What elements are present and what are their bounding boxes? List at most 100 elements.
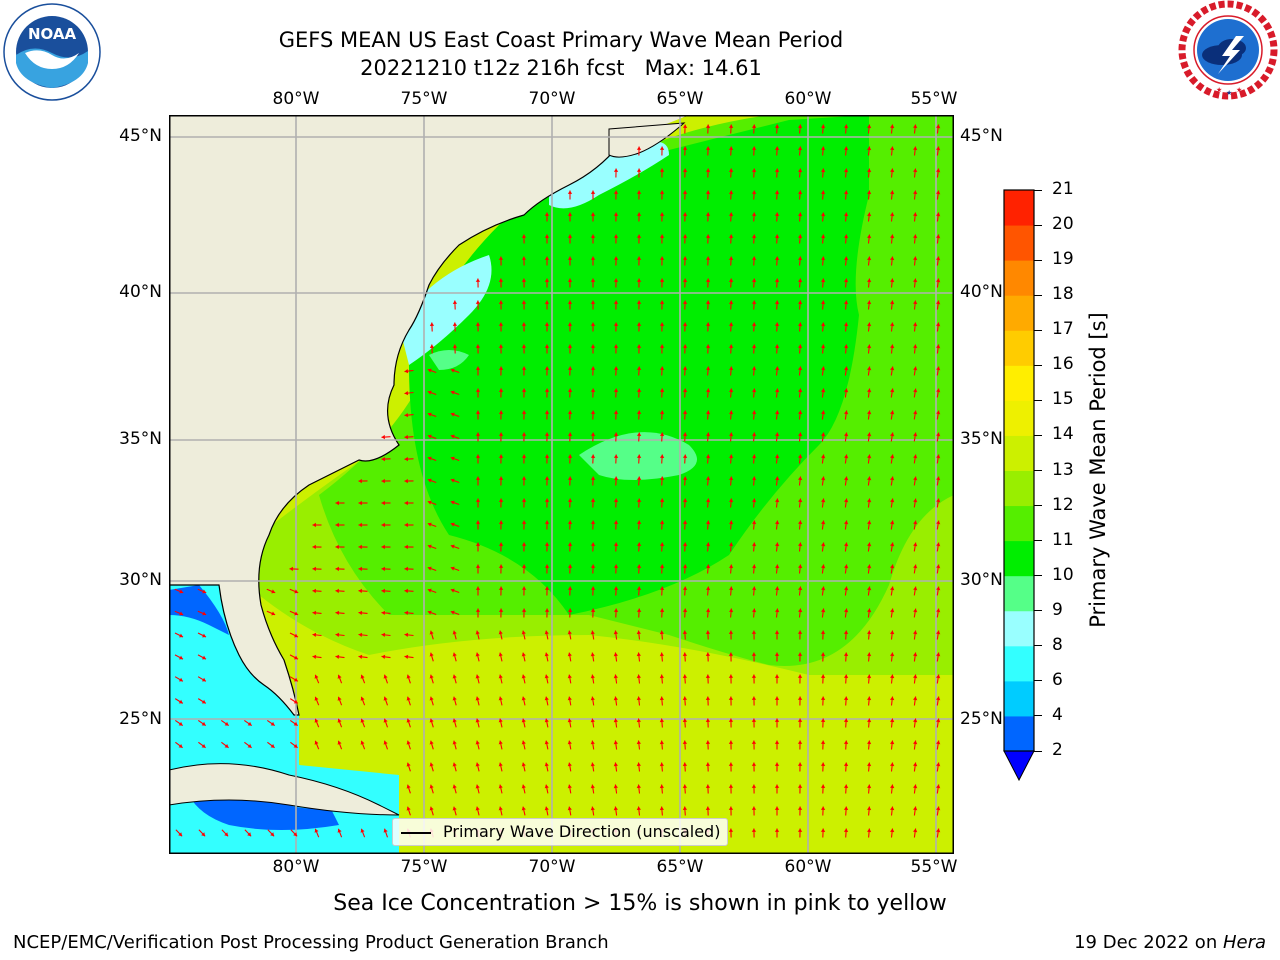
wave-arrow-head [498, 256, 504, 260]
wave-arrow-head [312, 610, 317, 615]
wave-arrow-head [636, 256, 642, 260]
wave-arrow-head [450, 434, 455, 439]
wave-arrow-head [475, 388, 481, 392]
wave-arrow-head [590, 190, 596, 194]
wave-arrow-head [682, 696, 688, 700]
wave-arrow-head [752, 564, 757, 569]
wave-arrow-head [729, 586, 734, 591]
wave-arrow-head [659, 212, 665, 216]
wave-arrow-head [590, 344, 596, 348]
wave-arrow-head [682, 762, 688, 766]
wave-arrow-head [475, 652, 480, 657]
wave-arrow-head [867, 432, 872, 437]
wave-arrow-head [729, 608, 734, 613]
lat-tick-left: 40°N [119, 282, 162, 302]
wave-arrow-head [452, 718, 457, 723]
wave-arrow-head [752, 498, 757, 503]
wave-arrow-head [706, 410, 711, 415]
wave-arrow-head [521, 784, 526, 789]
wave-arrow-head [358, 544, 362, 550]
wave-arrow-head [752, 366, 757, 371]
wave-arrow-head [913, 762, 918, 767]
wave-arrow-head [682, 652, 688, 656]
wave-arrow-head [636, 388, 642, 392]
wave-arrow-head [659, 190, 665, 194]
wave-arrow-head [798, 542, 803, 547]
wave-arrow-head [729, 432, 734, 437]
wave-arrow-head [728, 234, 734, 238]
wave-arrow-head [729, 476, 734, 481]
wave-arrow-head [498, 564, 504, 568]
wave-arrow-head [706, 498, 711, 503]
wave-arrow-head [936, 652, 941, 657]
colorbar-tick: 11 [1052, 529, 1074, 550]
wave-arrow-head [728, 212, 734, 216]
wave-arrow-head [774, 740, 780, 744]
wave-arrow-head [636, 300, 642, 304]
wave-arrow-head [567, 454, 573, 458]
wave-arrow-head [867, 762, 872, 767]
wave-arrow-head [567, 674, 572, 679]
wave-arrow-head [913, 608, 918, 613]
wave-arrow-head [590, 388, 596, 392]
ocean-patch-9s [579, 432, 697, 480]
wave-arrow-head [360, 740, 365, 745]
wave-arrow-head [636, 718, 641, 723]
wave-arrow-head [314, 718, 319, 723]
wave-arrow-head [427, 478, 432, 483]
wave-arrow-head [936, 168, 941, 173]
wave-arrow-head [913, 410, 918, 415]
wave-arrow-head [659, 278, 665, 282]
wave-arrow-head [337, 674, 342, 679]
wave-arrow-head [728, 124, 734, 128]
wave-arrow-head [498, 410, 504, 414]
wave-arrow-head [682, 740, 688, 744]
wave-arrow-head [544, 586, 550, 590]
wave-arrow-head [843, 674, 849, 678]
wave-arrow-head [452, 740, 457, 745]
wave-arrow-head [821, 212, 826, 217]
wave-arrow-head [270, 744, 275, 748]
wave-arrow-head [705, 696, 711, 700]
wave-arrow-head [844, 476, 849, 481]
wave-arrow-head [659, 234, 665, 238]
wave-arrow-head [659, 454, 665, 458]
wave-arrow-head [843, 828, 849, 832]
wave-arrow-head [890, 256, 895, 261]
wave-arrow-head [360, 674, 365, 679]
wave-arrow-head [452, 674, 457, 679]
wave-arrow-head [590, 586, 596, 590]
colorbar-tick-mark [1034, 540, 1042, 542]
wave-arrow-head [659, 784, 664, 789]
wave-arrow-head [521, 234, 527, 238]
colorbar-tick: 17 [1052, 319, 1074, 340]
wave-arrow-head [429, 674, 434, 679]
wave-arrow-head [752, 454, 757, 459]
wave-arrow-head [636, 696, 641, 701]
wave-arrow-head [936, 696, 941, 701]
wave-arrow-head [821, 322, 826, 327]
wave-arrow-head [293, 721, 298, 726]
wave-arrow-head [936, 190, 941, 195]
map-legend: Primary Wave Direction (unscaled) [392, 818, 728, 846]
wave-arrow-head [404, 632, 409, 637]
wave-arrow-head [452, 762, 457, 767]
wave-arrow-head [590, 278, 596, 282]
wave-arrow-head [820, 740, 826, 744]
wave-arrow-head [774, 696, 780, 700]
wave-arrow-head [729, 388, 734, 393]
wave-arrow-head [521, 278, 527, 282]
footer-date: 19 Dec 2022 on Hera [1074, 932, 1266, 953]
wave-arrow-head [202, 633, 206, 638]
wave-arrow-head [751, 828, 757, 832]
wave-arrow-head [427, 390, 432, 395]
wave-arrow-head [775, 498, 780, 503]
wave-arrow-head [659, 652, 664, 657]
lon-tick-top: 60°W [784, 89, 832, 109]
wave-arrow-head [312, 566, 316, 572]
colorbar-tick-mark [1034, 505, 1042, 507]
wave-arrow-head [682, 476, 688, 480]
wave-arrow-head [475, 762, 480, 767]
wave-arrow-head [821, 476, 826, 481]
wave-arrow-head [705, 234, 711, 238]
